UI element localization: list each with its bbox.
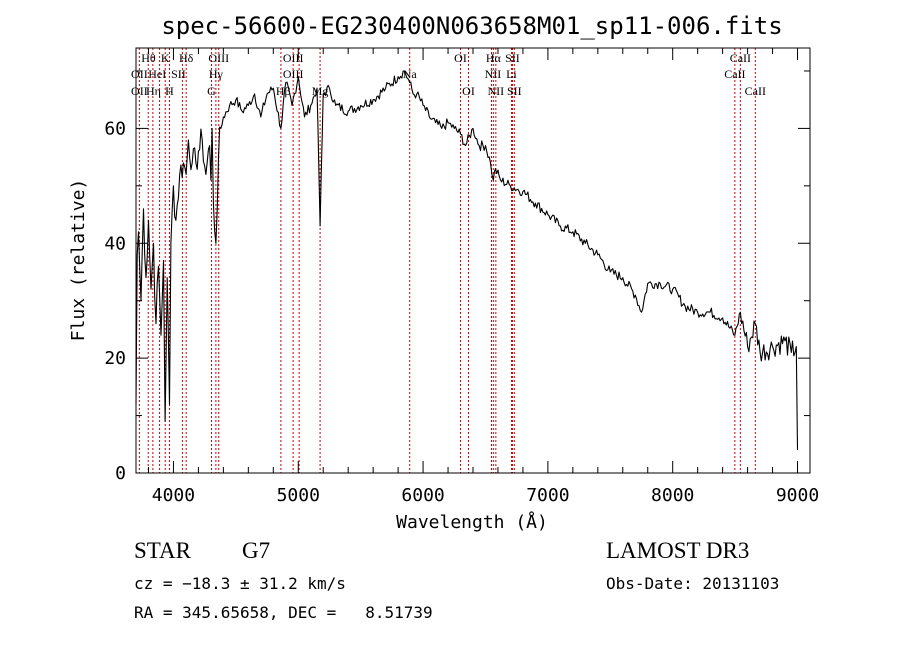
line-label-25: NII (488, 84, 505, 98)
y-axis-label: Flux (relative) (68, 179, 89, 342)
line-label-14: Na (403, 67, 418, 81)
line-label-2: Hδ (179, 51, 194, 65)
line-label-7: SII (505, 51, 520, 65)
line-label-20: H (165, 84, 174, 98)
line-label-16: Li (506, 67, 517, 81)
y-tick-label-0: 0 (115, 463, 126, 484)
redshift-readout: cz = −18.3 ± 31.2 km/s (134, 574, 346, 593)
line-label-24: OI (462, 84, 475, 98)
object-class: STAR (134, 538, 191, 563)
line-label-18: OII (131, 84, 148, 98)
line-label-19: Hη (146, 84, 161, 98)
line-label-9: OII (131, 67, 148, 81)
line-label-17: CaII (724, 67, 745, 81)
line-label-10: HeI (148, 67, 166, 81)
x-tick-label-1: 5000 (277, 485, 320, 506)
line-label-12: Hγ (209, 67, 224, 81)
y-axis-ticks: 0 20 40 60 (104, 70, 810, 484)
spectral-subclass: G7 (242, 538, 271, 563)
x-tick-label-3: 7000 (526, 485, 569, 506)
line-label-4: OIII (283, 51, 304, 65)
line-label-3: OIII (208, 51, 229, 65)
x-tick-label-4: 8000 (651, 485, 694, 506)
x-tick-label-0: 4000 (152, 485, 195, 506)
spectrum-line-0 (135, 70, 799, 451)
x-axis-label: Wavelength (Å) (396, 511, 548, 533)
line-label-6: Hα (486, 51, 502, 65)
line-label-11: SII (171, 67, 186, 81)
x-tick-label-2: 6000 (401, 485, 444, 506)
survey-name: LAMOST DR3 (606, 538, 750, 563)
line-label-22: Hβ (276, 84, 291, 98)
line-label-27: CaII (745, 84, 766, 98)
chart-title: spec-56600-EG230400N063658M01_sp11-006.f… (161, 12, 782, 40)
line-label-26: SII (507, 84, 522, 98)
line-label-8: CaII (730, 51, 751, 65)
y-tick-label-1: 20 (104, 348, 126, 369)
spectrum-series (135, 70, 799, 451)
line-label-13: OIII (283, 67, 304, 81)
line-label-0: Hθ (141, 51, 156, 65)
observation-date: Obs-Date: 20131103 (606, 574, 780, 593)
line-label-15: NII (485, 67, 502, 81)
line-label-5: OI (454, 51, 467, 65)
plot-frame (135, 47, 811, 474)
line-label-1: K (161, 51, 170, 65)
y-tick-label-2: 40 (104, 233, 126, 254)
x-tick-label-5: 9000 (776, 485, 819, 506)
line-markers (138, 48, 756, 473)
coordinates-readout: RA = 345.65658, DEC = 8.51739 (134, 603, 433, 622)
y-tick-label-3: 60 (104, 118, 126, 139)
x-axis-ticks: 4000 5000 6000 7000 8000 9000 (147, 48, 819, 506)
line-label-21: G (207, 84, 216, 98)
